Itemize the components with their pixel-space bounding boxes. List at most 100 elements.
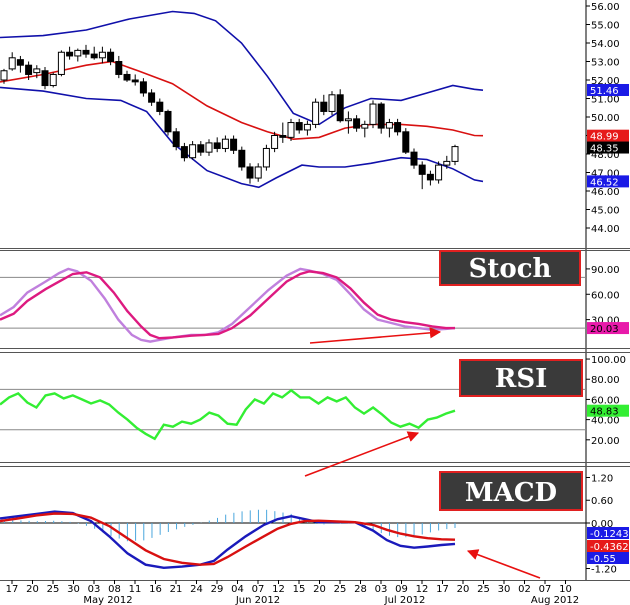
candle	[213, 137, 221, 153]
candle-body	[0, 70, 8, 81]
candle	[221, 135, 229, 153]
candle-body	[254, 166, 262, 179]
candle	[197, 141, 205, 156]
candle	[385, 118, 393, 138]
x-tick-label: 20	[313, 584, 326, 595]
price-value-tag: 46.52	[587, 175, 629, 188]
candle	[361, 120, 369, 138]
candle	[394, 118, 402, 136]
macd-signal-line	[0, 512, 456, 566]
rsi-divergence-arrow	[304, 431, 420, 477]
candle-body	[295, 122, 303, 131]
x-tick-label: 17	[6, 584, 19, 595]
candle	[451, 144, 459, 166]
price-value-tag-text: 48.35	[590, 144, 619, 155]
candle-body	[230, 138, 238, 151]
macd-label-badge: MACD	[439, 471, 583, 511]
rsi-value-tag: 48.83	[587, 404, 629, 418]
x-tick-label: 20	[457, 584, 470, 595]
stoch-value-tag-text: 20.03	[590, 324, 619, 335]
candle-body	[25, 64, 33, 75]
candle	[139, 78, 147, 97]
x-tick-label: 07	[539, 584, 552, 595]
x-tick-label: 24	[190, 584, 203, 595]
macd-value-tag-text: -0.1243	[590, 529, 629, 540]
x-tick-label: 15	[293, 584, 306, 595]
x-tick-label: 30	[498, 584, 511, 595]
candle-body	[205, 142, 213, 153]
x-tick-label: 09	[395, 584, 408, 595]
x-tick-label: 25	[477, 584, 490, 595]
stoch-line-k	[0, 267, 456, 343]
candle	[90, 46, 98, 60]
rsi-badge-text: RSI	[495, 364, 548, 394]
candle	[344, 111, 352, 134]
stoch-badge-box	[439, 250, 581, 286]
price-tick-label: 51.00	[591, 95, 620, 106]
candle-body	[74, 49, 82, 57]
macd-tick-label: 0.00	[591, 519, 613, 530]
x-tick-label: 12	[272, 584, 285, 595]
candle	[205, 139, 213, 156]
macd-tick-label: -1.20	[591, 565, 617, 576]
stoch-label-badge: Stoch	[439, 250, 581, 286]
candle	[230, 135, 238, 154]
candle-body	[353, 118, 361, 129]
candle-body	[197, 144, 205, 153]
candle	[377, 102, 385, 134]
candle	[107, 48, 115, 66]
price-value-tag-text: 48.99	[590, 132, 619, 143]
stoch-value-tag-bg	[587, 322, 629, 335]
candle	[443, 155, 451, 169]
price-tick-label: 46.00	[591, 187, 620, 198]
rsi-tick-label: 20.00	[591, 436, 620, 447]
price-value-tag-bg	[587, 129, 629, 142]
price-tick-label: 55.00	[591, 21, 620, 32]
price-value-tag-text: 46.52	[590, 177, 619, 188]
macd-badge-text: MACD	[465, 478, 557, 508]
stoch-divergence-arrow	[309, 327, 442, 344]
x-tick-label: 28	[354, 584, 367, 595]
price-tick-label: 52.00	[591, 76, 620, 87]
candle-body	[246, 166, 254, 179]
candle	[57, 50, 65, 77]
candle-body	[287, 122, 295, 138]
candle-body	[98, 51, 106, 59]
rsi-tick-label: 60.00	[591, 395, 620, 406]
candle-body	[336, 94, 344, 122]
candle-body	[344, 118, 352, 122]
x-tick-label: 30	[67, 584, 80, 595]
candle-body	[369, 103, 377, 125]
candle-body	[418, 164, 426, 175]
candle-body	[303, 123, 311, 131]
macd-line	[0, 510, 456, 570]
stoch-tick-label: 30.00	[591, 316, 620, 327]
candle	[156, 98, 164, 116]
candle	[262, 144, 270, 171]
candle	[74, 48, 82, 62]
candle	[426, 170, 434, 186]
price-value-tag: 48.35	[587, 141, 629, 155]
candle-body	[107, 51, 115, 62]
candle-body	[443, 160, 451, 166]
price-value-tag-text: 51.46	[590, 86, 619, 97]
candle	[98, 46, 106, 64]
candle	[16, 55, 24, 73]
candle	[33, 65, 41, 79]
rsi-value-tag-bg	[587, 404, 629, 417]
candle-body	[262, 147, 270, 168]
macd-value-tag: -0.55	[587, 552, 629, 565]
candle-body	[312, 101, 320, 125]
price-tick-label: 45.00	[591, 206, 620, 217]
candle-body	[8, 57, 16, 70]
candle	[353, 115, 361, 132]
macd-value-tag-bg	[587, 527, 629, 539]
candle-body	[115, 61, 123, 75]
candle-body	[172, 131, 180, 148]
candle	[189, 141, 197, 160]
rsi-tick-label: 40.00	[591, 416, 620, 427]
candle	[246, 163, 254, 184]
candle-body	[279, 135, 287, 138]
candle-body	[271, 135, 279, 149]
candle	[271, 131, 279, 153]
